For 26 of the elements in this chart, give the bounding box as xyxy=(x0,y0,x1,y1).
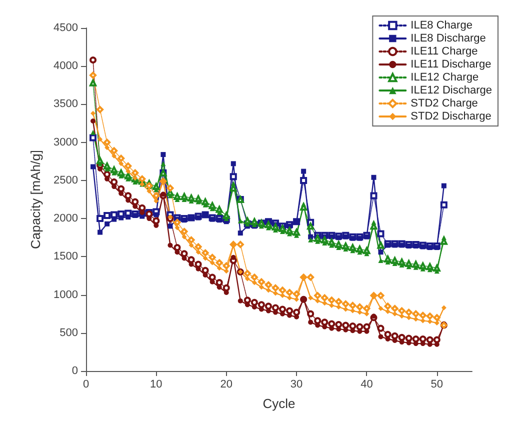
y-tick-label: 1000 xyxy=(54,288,78,301)
y-tick-label: 2000 xyxy=(54,212,78,225)
legend-label: ILE8 Discharge xyxy=(410,32,486,44)
x-tick-label: 0 xyxy=(82,378,90,390)
x-tick-label: 10 xyxy=(150,378,162,390)
y-tick-label: 4500 xyxy=(54,22,78,34)
x-axis-title: Cycle xyxy=(262,396,296,411)
y-tick-label: 500 xyxy=(60,326,78,339)
legend-label: STD2 Charge xyxy=(410,98,478,110)
legend-label: ILE12 Discharge xyxy=(410,84,492,96)
legend-label: STD2 Discharge xyxy=(410,110,492,122)
y-tick-label: 2500 xyxy=(54,174,78,186)
legend-label: ILE11 Charge xyxy=(410,46,478,58)
y-axis-title: Capacity [mAh/g] xyxy=(28,150,43,249)
y-tick-label: 3500 xyxy=(54,98,78,110)
x-tick-label: 40 xyxy=(360,378,373,390)
x-tick-label: 30 xyxy=(290,378,303,390)
legend-label: ILE8 Charge xyxy=(410,20,472,32)
y-tick-label: 3000 xyxy=(54,136,78,148)
legend-label: ILE11 Discharge xyxy=(410,58,492,70)
y-tick-label: 0 xyxy=(72,365,78,377)
y-tick-label: 4000 xyxy=(54,60,78,72)
legend-label: ILE12 Charge xyxy=(410,72,479,84)
y-tick-label: 1500 xyxy=(54,250,78,263)
x-tick-label: 50 xyxy=(430,378,444,390)
x-tick-label: 20 xyxy=(220,378,232,390)
